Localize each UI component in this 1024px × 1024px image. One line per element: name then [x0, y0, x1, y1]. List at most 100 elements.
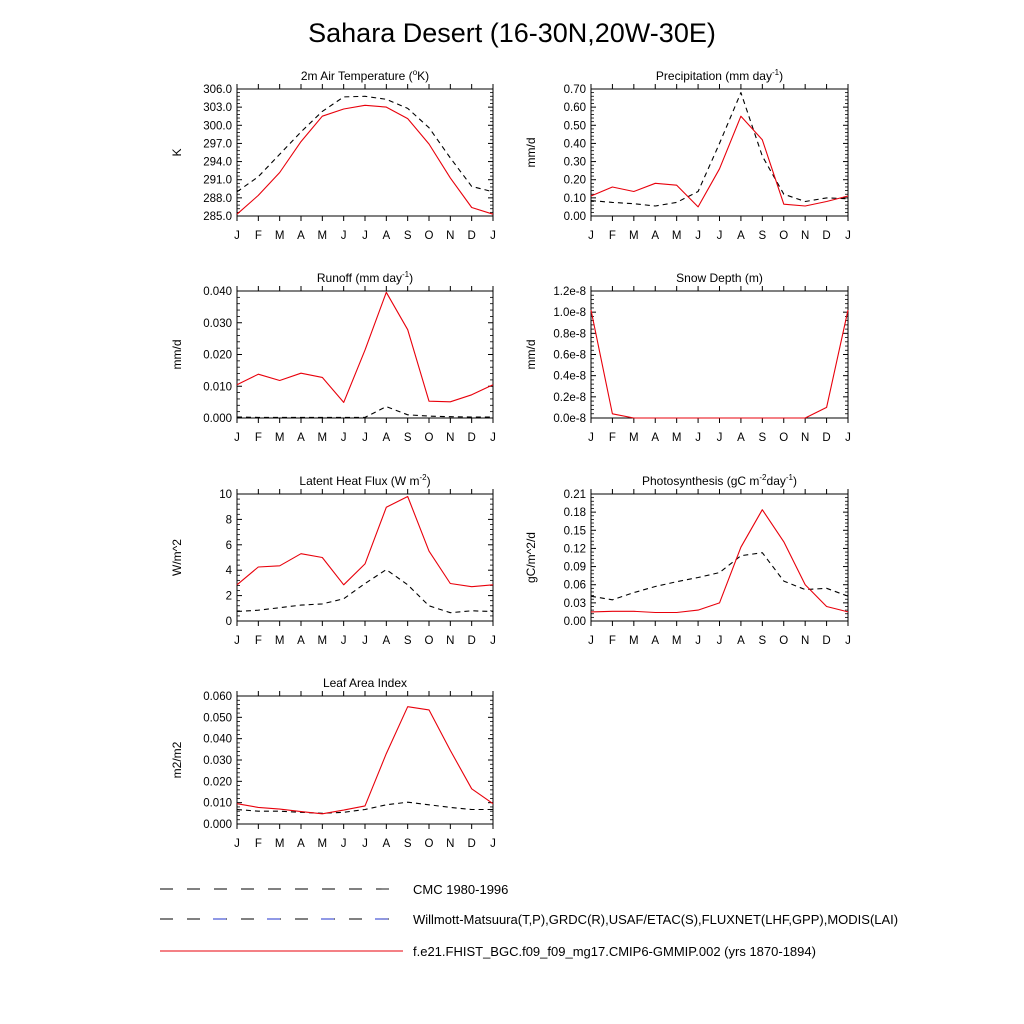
- y-tick-label: 303.0: [203, 102, 232, 114]
- x-tick-label: O: [425, 838, 434, 850]
- x-tick-label: M: [275, 432, 285, 444]
- x-tick-label: A: [651, 432, 659, 444]
- y-tick-label: 0.00: [564, 211, 586, 223]
- y-tick-label: 0.09: [564, 562, 586, 574]
- x-tick-label: F: [609, 635, 616, 647]
- y-tick-label: 0.12: [564, 543, 586, 555]
- x-tick-label: O: [779, 432, 788, 444]
- y-tick-label: 0.4e-8: [553, 371, 586, 383]
- x-tick-label: M: [275, 635, 285, 647]
- y-tick-label: 0.010: [203, 381, 232, 393]
- x-tick-label: F: [255, 230, 262, 242]
- x-tick-label: M: [629, 432, 639, 444]
- x-tick-label: J: [717, 635, 723, 647]
- x-tick-label: N: [801, 230, 809, 242]
- y-axis-label: mm/d: [524, 340, 538, 370]
- x-tick-label: A: [382, 230, 390, 242]
- y-tick-label: 294.0: [203, 157, 232, 169]
- y-tick-label: 0.000: [203, 819, 232, 831]
- x-tick-label: J: [490, 432, 496, 444]
- model-series-line: [590, 115, 849, 208]
- x-tick-label: J: [362, 838, 368, 850]
- x-tick-label: M: [672, 432, 682, 444]
- x-tick-label: A: [737, 635, 745, 647]
- x-tick-label: J: [695, 230, 701, 242]
- y-axis-label: gC/m^2/d: [524, 532, 538, 583]
- x-tick-label: J: [341, 838, 347, 850]
- legend: CMC 1980-1996 Willmott-Matsuura(T,P),GRDC…: [160, 882, 898, 959]
- x-tick-label: J: [845, 230, 851, 242]
- observed-series-line: [236, 569, 494, 614]
- chart-panel-7: Leaf Area Index m2/m2 0.000 0.010 0.020 0.030…: [170, 676, 496, 850]
- y-tick-label: 0.70: [564, 84, 586, 96]
- x-tick-label: J: [490, 838, 496, 850]
- x-tick-label: M: [318, 432, 328, 444]
- y-tick-label: 0.6e-8: [553, 350, 586, 362]
- x-tick-label: J: [234, 838, 240, 850]
- y-tick-label: 2: [226, 591, 232, 603]
- x-tick-label: A: [382, 635, 390, 647]
- x-tick-label: M: [318, 635, 328, 647]
- x-tick-label: J: [234, 635, 240, 647]
- x-tick-label: A: [297, 230, 305, 242]
- y-tick-label: 8: [226, 514, 232, 526]
- x-tick-label: M: [672, 230, 682, 242]
- x-tick-label: M: [672, 635, 682, 647]
- x-tick-label: J: [717, 432, 723, 444]
- x-tick-label: J: [362, 230, 368, 242]
- y-tick-label: 0.010: [203, 798, 232, 810]
- model-series-line: [590, 309, 849, 419]
- x-tick-label: S: [404, 838, 412, 850]
- model-series-line: [236, 495, 494, 588]
- chart-panel-4: Snow Depth (m) mm/d 0.0e-8 0.2e-8 0.4e-8 0.6e…: [524, 271, 851, 444]
- x-tick-label: M: [629, 635, 639, 647]
- y-tick-label: 4: [226, 565, 233, 577]
- x-tick-label: J: [588, 432, 594, 444]
- y-tick-label: 297.0: [203, 138, 232, 150]
- chart-title: Latent Heat Flux (W m-2): [299, 473, 430, 488]
- y-axis-label: mm/d: [170, 340, 184, 370]
- x-tick-label: J: [695, 635, 701, 647]
- y-tick-label: 0: [226, 616, 232, 628]
- model-series-line: [236, 104, 494, 215]
- y-tick-label: 0.21: [564, 489, 586, 501]
- model-series-line: [590, 509, 849, 614]
- model-series-line: [236, 291, 494, 403]
- x-tick-label: J: [845, 635, 851, 647]
- observed-series-line: [236, 406, 493, 418]
- x-tick-label: S: [758, 635, 766, 647]
- x-tick-label: A: [737, 432, 745, 444]
- y-tick-label: 306.0: [203, 84, 232, 96]
- x-tick-label: J: [588, 230, 594, 242]
- y-tick-label: 0.50: [564, 120, 586, 132]
- legend-label: CMC 1980-1996: [413, 882, 508, 897]
- x-tick-label: J: [234, 432, 240, 444]
- x-tick-label: S: [404, 230, 412, 242]
- chart-title: Snow Depth (m): [676, 271, 763, 285]
- x-tick-label: J: [695, 432, 701, 444]
- x-tick-label: D: [822, 230, 830, 242]
- chart-title: Photosynthesis (gC m-2day-1): [642, 473, 797, 488]
- x-tick-label: O: [425, 230, 434, 242]
- y-tick-label: 0.40: [564, 138, 586, 150]
- y-tick-label: 0.020: [203, 776, 232, 788]
- x-tick-label: S: [404, 635, 412, 647]
- x-tick-label: D: [468, 230, 476, 242]
- x-tick-label: M: [318, 838, 328, 850]
- y-tick-label: 0.06: [564, 580, 586, 592]
- x-tick-label: D: [468, 635, 476, 647]
- x-tick-label: O: [425, 635, 434, 647]
- y-tick-label: 0.030: [203, 318, 232, 330]
- x-tick-label: N: [446, 635, 454, 647]
- plot-frame: [236, 88, 494, 217]
- x-tick-label: F: [609, 432, 616, 444]
- x-tick-label: J: [490, 635, 496, 647]
- x-tick-label: S: [758, 230, 766, 242]
- x-tick-label: J: [490, 230, 496, 242]
- x-tick-label: J: [717, 230, 723, 242]
- x-tick-label: M: [318, 230, 328, 242]
- x-tick-label: S: [404, 432, 412, 444]
- y-tick-label: 1.0e-8: [553, 307, 586, 319]
